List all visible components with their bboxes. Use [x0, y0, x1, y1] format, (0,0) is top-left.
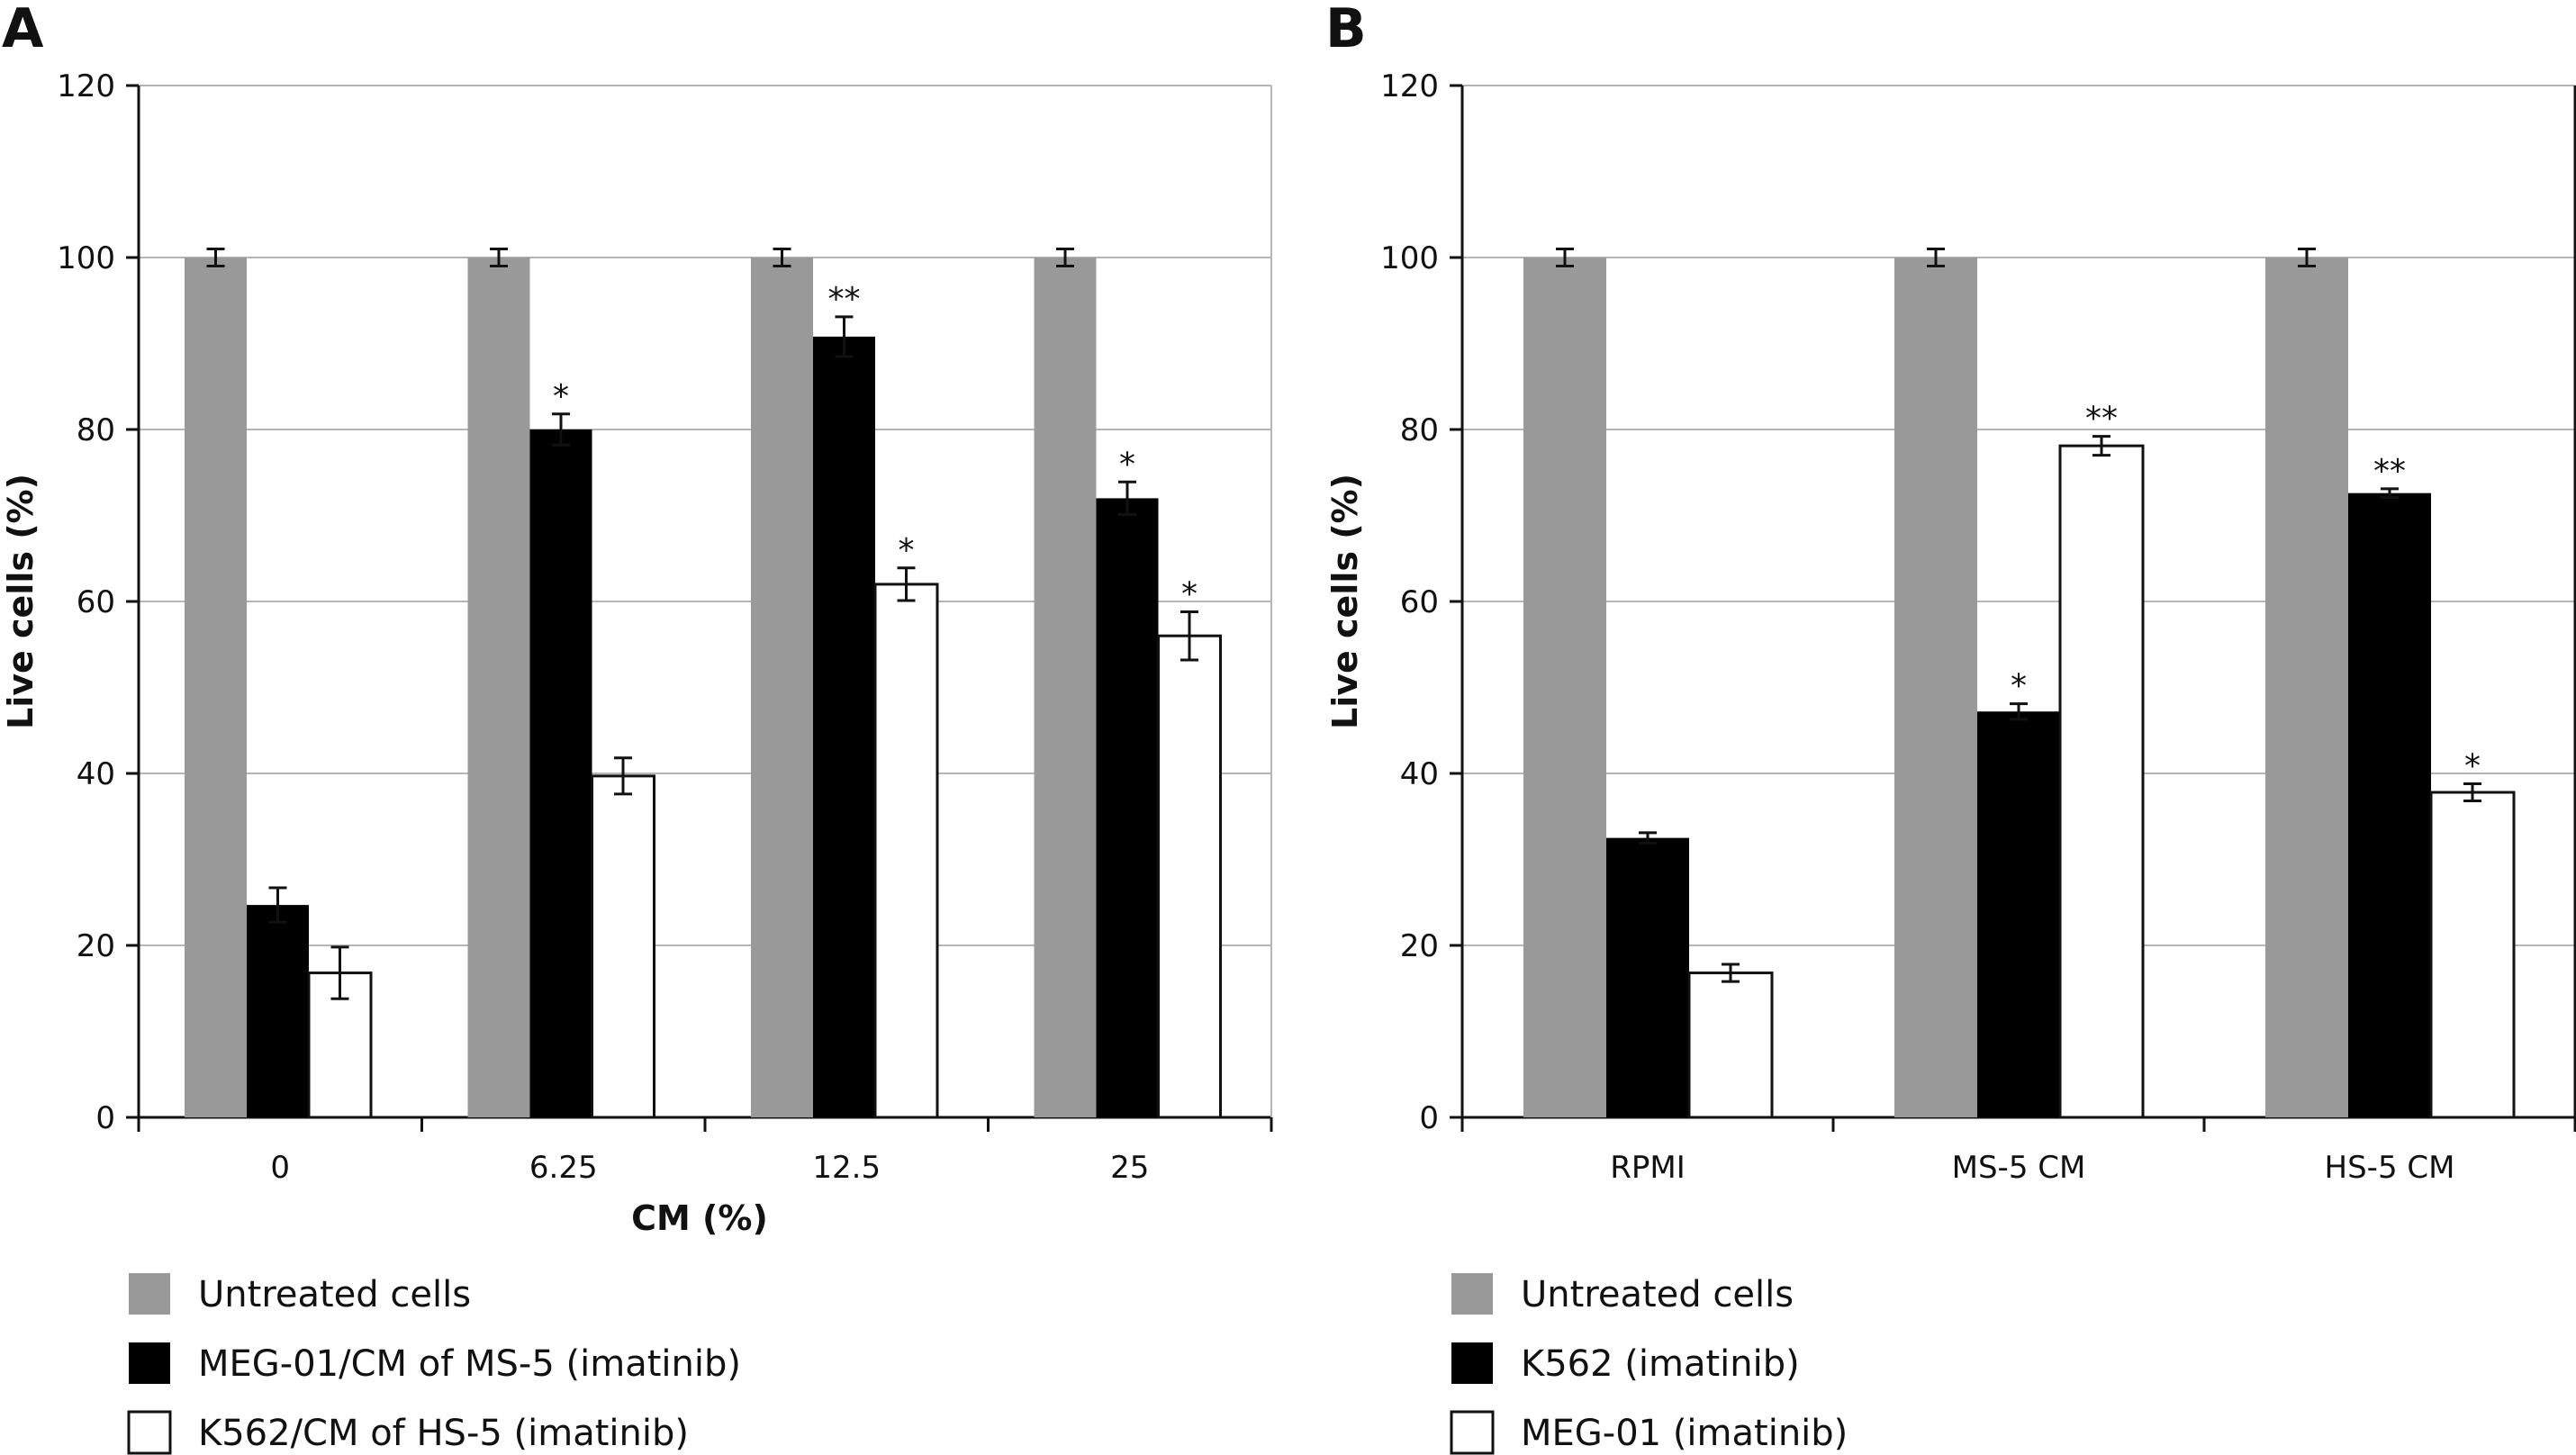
bar-b-s1-c0: [1606, 837, 1689, 1117]
y-tick-label-40: 40: [77, 756, 115, 792]
bar-a-s1-c2: [813, 336, 875, 1117]
y-tick-label-20: 20: [77, 928, 115, 964]
bar-b-s2-c0: [1687, 972, 1774, 1119]
significance-marker-1-2: **: [828, 281, 861, 318]
y-tick-label-120: 120: [1380, 68, 1439, 104]
x-tick-label-0: RPMI: [1610, 1150, 1686, 1186]
y-tick-label-40: 40: [1400, 756, 1439, 792]
bar-b-s2-c1: [2058, 444, 2145, 1119]
legend-swatch-0: [129, 1273, 170, 1315]
bar-a-s0-c1: [467, 258, 530, 1117]
bar-b-s2-c2: [2429, 791, 2516, 1119]
significance-marker-2-2: *: [2464, 747, 2481, 784]
bar-a-s0-c3: [1034, 258, 1097, 1117]
legend-label-2: MEG-01 (imatinib): [1521, 1413, 1848, 1454]
y-tick-label-80: 80: [1400, 412, 1439, 448]
legend-label-0: Untreated cells: [198, 1274, 471, 1315]
bar-b-s0-c2: [2265, 258, 2348, 1117]
y-tick-label-20: 20: [1400, 928, 1439, 964]
bar-b-s0-c0: [1523, 258, 1606, 1117]
bar-a-s0-c2: [751, 258, 813, 1117]
significance-marker-1-1: *: [553, 378, 569, 415]
x-tick-label-1: MS-5 CM: [1952, 1150, 2086, 1186]
y-tick-label-0: 0: [95, 1100, 115, 1136]
x-tick-label-1: 6.25: [529, 1150, 598, 1186]
significance-marker-1-3: *: [1119, 446, 1135, 483]
y-tick-label-100: 100: [57, 240, 115, 276]
legend-swatch-2: [1450, 1410, 1495, 1455]
legend-swatch-2: [127, 1410, 172, 1455]
bar-a-s0-c0: [185, 258, 247, 1117]
x-tick-label-2: 12.5: [812, 1150, 881, 1186]
y-tick-label-60: 60: [1400, 584, 1439, 620]
x-tick-label-2: HS-5 CM: [2325, 1150, 2455, 1186]
x-axis-title: CM (%): [631, 1198, 768, 1238]
y-tick-label-80: 80: [77, 412, 115, 448]
legend-label-1: K562 (imatinib): [1521, 1343, 1800, 1385]
bar-b-s0-c1: [1894, 258, 1977, 1117]
bar-a-s1-c3: [1096, 498, 1159, 1117]
legend-swatch-1: [129, 1342, 170, 1384]
legend-label-0: Untreated cells: [1521, 1274, 1794, 1315]
x-tick-label-3: 25: [1110, 1150, 1149, 1186]
x-tick-label-0: 0: [270, 1150, 290, 1186]
legend-swatch-0: [1451, 1273, 1493, 1315]
bar-b-s1-c2: [2348, 493, 2431, 1117]
panel-letter-a: A: [2, 0, 44, 60]
significance-marker-2-3: *: [1181, 575, 1198, 612]
y-tick-label-60: 60: [77, 584, 115, 620]
legend-swatch-1: [1451, 1342, 1493, 1384]
y-tick-label-120: 120: [57, 68, 115, 104]
significance-marker-1-1: *: [2011, 668, 2027, 705]
bar-a-s2-c2: [873, 583, 939, 1119]
significance-marker-1-2: **: [2373, 453, 2406, 490]
legend-label-1: MEG-01/CM of MS-5 (imatinib): [198, 1343, 741, 1385]
significance-marker-2-2: *: [899, 532, 915, 569]
y-tick-label-100: 100: [1380, 240, 1439, 276]
significance-marker-2-1: **: [2085, 401, 2118, 438]
bar-b-s1-c1: [1977, 711, 2060, 1117]
panel-letter-b: B: [1325, 0, 1367, 60]
y-axis-title: Live cells (%): [1325, 474, 1365, 729]
legend-label-2: K562/CM of HS-5 (imatinib): [198, 1413, 689, 1454]
y-tick-label-0: 0: [1419, 1100, 1439, 1136]
bar-a-s2-c3: [1157, 634, 1222, 1119]
bar-a-s2-c1: [591, 774, 655, 1119]
y-axis-title: Live cells (%): [1, 474, 41, 729]
bar-a-s1-c0: [247, 905, 309, 1117]
bar-a-s1-c1: [529, 429, 592, 1117]
